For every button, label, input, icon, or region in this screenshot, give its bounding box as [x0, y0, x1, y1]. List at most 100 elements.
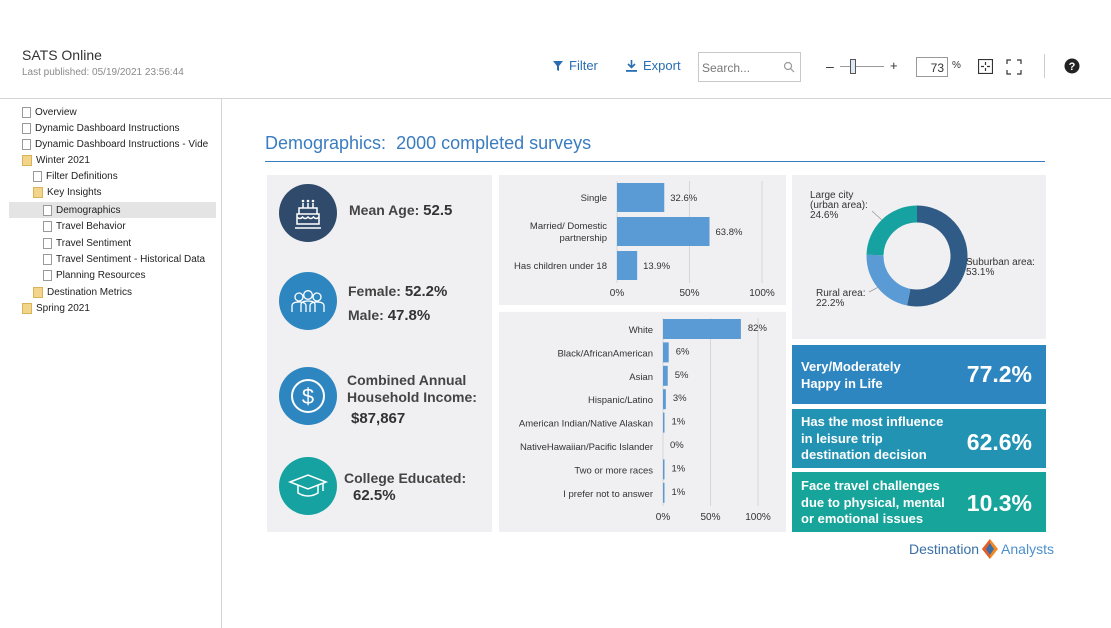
export-button[interactable]: Export [626, 58, 681, 73]
birthday-cake-icon [295, 199, 321, 229]
stat-challenges: Face travel challenges due to physical, … [792, 472, 1046, 532]
category-label: Black/AfricanAmerican [557, 348, 653, 359]
fit-to-page-icon[interactable] [978, 59, 993, 74]
sidebar-item-instructions[interactable]: Dynamic Dashboard Instructions [22, 120, 217, 136]
folder-icon [33, 286, 43, 298]
area-donut-panel: Suburban area: 53.1% Rural area: 22.2% Large… [792, 175, 1046, 339]
help-icon[interactable]: ? [1064, 58, 1080, 74]
filter-button[interactable]: Filter [553, 58, 598, 73]
kpi-icon-bg [279, 457, 337, 515]
stat-value: 10.3% [966, 490, 1032, 516]
sidebar-item-overview[interactable]: Overview [22, 104, 217, 120]
category-label: Hispanic/Latino [588, 395, 653, 406]
sidebar-item-label: Key Insights [47, 186, 102, 198]
page-icon [22, 106, 31, 118]
sidebar-item-travel-behavior[interactable]: Travel Behavior [43, 218, 217, 234]
donut-slice [866, 254, 911, 306]
sidebar-folder-winter-2021[interactable]: Winter 2021 [22, 152, 217, 168]
stat-label: Very/Moderately Happy in Life [801, 359, 901, 392]
sidebar-item-label: Dynamic Dashboard Instructions [35, 122, 180, 134]
bar [663, 319, 741, 339]
bar [617, 183, 665, 212]
bar [617, 217, 710, 246]
data-label: 6% [676, 346, 690, 357]
search-input[interactable] [702, 59, 782, 77]
sidebar-folder-key-insights[interactable]: Key Insights [33, 184, 217, 200]
category-label: Married/ Domestic [530, 221, 607, 232]
last-published: Last published: 05/19/2021 23:56:44 [22, 67, 184, 78]
zoom-out-button[interactable]: – [826, 58, 834, 74]
bar [663, 365, 668, 386]
data-label: 1% [672, 487, 686, 498]
compass-logo-icon [982, 539, 999, 559]
sidebar-folder-destination-metrics[interactable]: Destination Metrics [33, 284, 217, 300]
slice-label: Suburban area: [966, 257, 1035, 268]
graduation-cap-icon [287, 474, 329, 497]
male-value: 47.8% [387, 307, 431, 324]
kpi-icon-bg [279, 272, 337, 330]
people-group-icon [291, 290, 325, 312]
fullscreen-icon[interactable] [1006, 59, 1022, 75]
leader-line [871, 210, 882, 221]
data-label: 1% [672, 417, 686, 428]
download-icon [626, 59, 637, 72]
search-box[interactable] [698, 52, 801, 82]
search-icon[interactable] [783, 61, 795, 73]
sidebar-item-travel-sentiment[interactable]: Travel Sentiment [43, 235, 217, 251]
sidebar-item-label: Demographics [56, 204, 121, 216]
female-value: 52.2% [404, 283, 448, 300]
bar [617, 251, 638, 280]
stat-label-line: or emotional issues [801, 511, 924, 526]
page-icon [43, 253, 52, 265]
toolbar-divider [1044, 54, 1045, 78]
folder-icon [33, 186, 43, 198]
sidebar-item-planning-resources[interactable]: Planning Resources [43, 267, 217, 283]
dashboard-subtitle: 2000 completed surveys [396, 133, 592, 153]
filter-label: Filter [569, 58, 598, 73]
zoom-unit: % [952, 60, 961, 71]
data-label: 32.6% [670, 193, 697, 204]
x-tick-label: 100% [749, 288, 775, 299]
svg-text:?: ? [1069, 61, 1076, 73]
sidebar-item-label: Spring 2021 [36, 302, 90, 314]
zoom-input[interactable]: 73 [916, 57, 948, 77]
category-label: Single [581, 193, 607, 204]
donut-slice [866, 205, 918, 256]
sidebar-item-label: Destination Metrics [47, 286, 133, 298]
stat-label-line: Very/Moderately [801, 359, 901, 374]
data-label: 0% [670, 440, 684, 451]
category-label: Has children under 18 [514, 261, 607, 272]
category-label: Two or more races [574, 465, 653, 476]
ethnicity-bar-chart: 0% 50% 100% 82% White 6% Black/AfricanAmerican… [519, 318, 771, 523]
ethnicity-chart-panel: 0% 50% 100% 82% White 6% Black/AfricanAmerican… [499, 312, 786, 532]
data-label: 82% [748, 323, 768, 334]
sidebar-item-demographics[interactable]: Demographics [9, 202, 216, 218]
page-icon [43, 269, 52, 281]
stat-label-line: destination decision [801, 447, 927, 462]
mean-age-value: 52.5 [423, 202, 453, 219]
donut-slice [907, 205, 968, 307]
kpi-icon-bg [279, 184, 337, 242]
zoom-slider-handle[interactable] [850, 59, 857, 74]
x-tick-label: 0% [610, 288, 625, 299]
slice-label: (urban area): [810, 200, 868, 211]
sidebar-item-travel-sentiment-historical[interactable]: Travel Sentiment - Historical Data [43, 251, 217, 267]
sidebar-item-label: Travel Behavior [56, 220, 126, 232]
college-label: College Educated: [344, 470, 467, 486]
x-tick-label: 0% [656, 512, 671, 523]
stat-value: 77.2% [966, 361, 1032, 387]
stat-value: 62.6% [966, 429, 1032, 455]
logo-text-1: Destination [909, 541, 980, 557]
destination-analysts-logo: Destination Analysts [909, 539, 1054, 559]
sidebar-item-filter-definitions[interactable]: Filter Definitions [33, 168, 217, 184]
sidebar-folder-spring-2021[interactable]: Spring 2021 [22, 300, 217, 316]
category-label: partnership [559, 233, 607, 244]
bar [663, 459, 665, 480]
zoom-in-button[interactable]: + [890, 58, 898, 73]
sidebar-item-instructions-video[interactable]: Dynamic Dashboard Instructions - Vide [22, 136, 217, 152]
page-icon [33, 170, 42, 182]
stat-label: Has the most influence in leisure trip d… [801, 414, 943, 464]
x-tick-label: 50% [700, 512, 720, 523]
zoom-slider-track[interactable] [840, 66, 884, 67]
sidebar-item-label: Winter 2021 [36, 154, 90, 166]
